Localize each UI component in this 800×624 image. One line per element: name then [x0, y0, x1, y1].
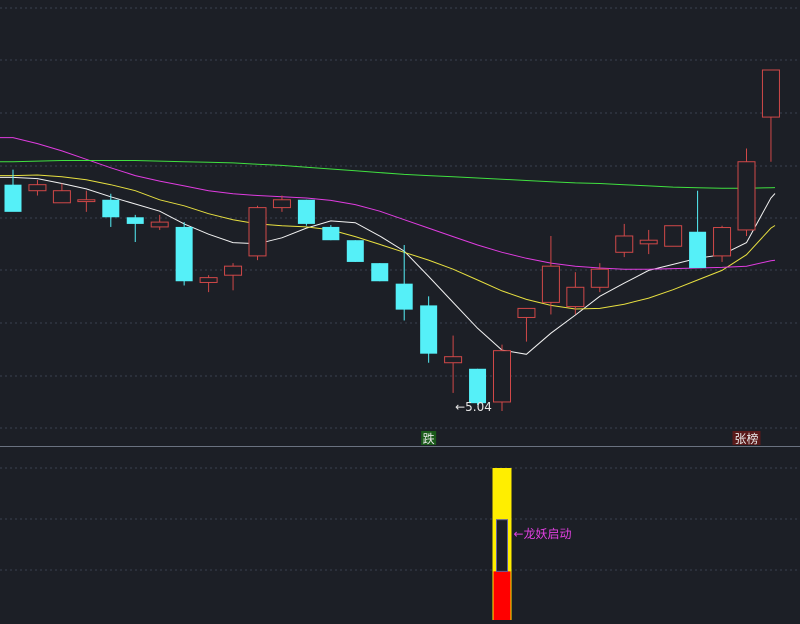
candle-27: [664, 225, 683, 247]
candle-body-13: [322, 226, 340, 241]
candle-body-29: [713, 227, 732, 257]
candle-16: [395, 245, 413, 321]
candle-body-11: [272, 199, 291, 209]
candle-3: [77, 190, 96, 212]
candle-body-23: [566, 286, 585, 308]
candle-body-28: [689, 231, 707, 268]
candle-5: [126, 214, 144, 243]
candle-15: [371, 263, 389, 282]
candle-body-1: [28, 184, 47, 192]
moving-averages: [0, 137, 776, 355]
candle-19: [469, 368, 487, 405]
candle-25: [615, 223, 634, 258]
annotations: ←5.04 跌 张榜: [421, 400, 761, 446]
candle-23: [566, 272, 585, 315]
candle-4: [102, 193, 120, 227]
marker-bg-0: [421, 431, 437, 445]
signal-bar-hollow: [496, 519, 508, 572]
marker-label-0: 跌: [423, 431, 435, 446]
candle-body-25: [615, 235, 634, 253]
candle-body-18: [444, 356, 463, 364]
marker-label-1: 张榜: [734, 431, 758, 446]
candle-24: [590, 263, 609, 293]
candle-body-2: [52, 190, 71, 204]
ma10-line: [0, 174, 776, 310]
candle-21: [517, 307, 536, 342]
candle-22: [541, 235, 560, 315]
candle-18: [444, 335, 463, 393]
candle-9: [224, 263, 243, 291]
candle-body-6: [150, 221, 169, 228]
candle-body-27: [664, 225, 683, 247]
candle-body-30: [737, 161, 756, 231]
candle-body-24: [590, 268, 609, 288]
marker-bg-1: [732, 431, 761, 445]
candle-28: [689, 190, 707, 268]
candle-body-9: [224, 265, 243, 276]
candle-body-5: [126, 217, 144, 224]
grid-lines: [0, 7, 800, 571]
candle-30: [737, 148, 756, 236]
candle-0: [4, 169, 22, 212]
candle-body-22: [541, 265, 560, 303]
candle-body-14: [346, 240, 364, 262]
candle-body-31: [761, 69, 780, 118]
candle-29: [713, 225, 732, 262]
candle-2: [52, 183, 71, 204]
ma60-line: [0, 160, 776, 189]
ma20-line: [0, 137, 776, 270]
signal-label: ←龙妖启动: [514, 527, 572, 541]
candle-body-12: [297, 199, 315, 224]
candle-body-0: [4, 184, 22, 212]
candle-body-10: [248, 207, 267, 257]
candle-body-8: [199, 277, 218, 283]
candle-body-15: [371, 263, 389, 282]
signal-bar-segment-0: [493, 468, 511, 520]
candle-10: [248, 205, 267, 261]
candle-body-4: [102, 199, 120, 218]
candlesticks: [4, 69, 780, 412]
candle-body-16: [395, 283, 413, 310]
candle-body-26: [639, 239, 658, 245]
candle-body-3: [77, 199, 96, 203]
signal-bar-segment-1: [493, 571, 511, 620]
candle-6: [150, 214, 169, 230]
candle-body-21: [517, 307, 536, 318]
candle-body-20: [493, 350, 511, 403]
candle-12: [297, 199, 315, 226]
indicator-panel: ←龙妖启动: [492, 468, 572, 620]
low-price-label: ←5.04: [455, 400, 492, 414]
candle-11: [272, 195, 291, 212]
candle-8: [199, 275, 218, 293]
candle-7: [175, 222, 193, 286]
candle-1: [28, 179, 47, 196]
candle-13: [322, 225, 340, 241]
candle-body-17: [420, 305, 438, 354]
candle-31: [761, 69, 780, 162]
ma5-line: [0, 176, 776, 355]
candle-body-19: [469, 368, 487, 404]
candle-17: [420, 296, 438, 363]
candle-26: [639, 229, 658, 255]
candle-body-7: [175, 226, 193, 282]
candle-20: [493, 344, 511, 412]
candle-14: [346, 240, 364, 262]
